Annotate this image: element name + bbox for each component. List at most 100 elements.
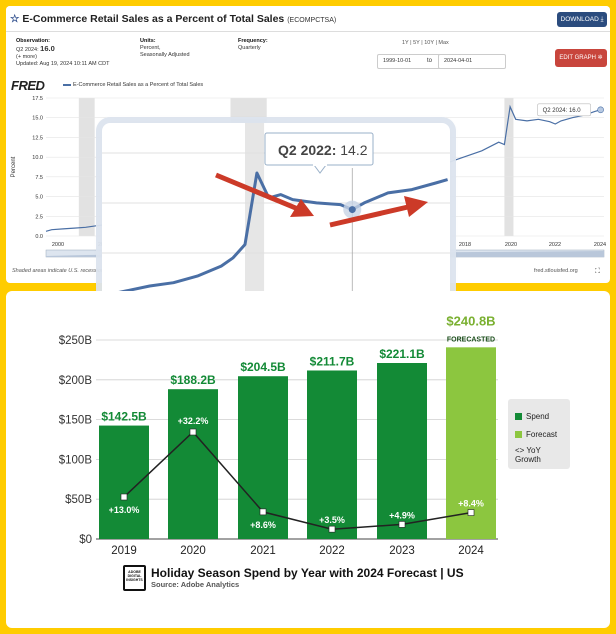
yoy-label: +3.5%: [319, 515, 345, 525]
yoy-marker: [189, 428, 197, 436]
legend-yoy: <> YoY Growth: [515, 446, 541, 464]
bar-value-label: $211.7B: [310, 354, 355, 368]
spend-swatch: [515, 413, 522, 420]
red-arrow-down: [215, 172, 299, 212]
source-site[interactable]: fred.stlouisfed.org: [534, 268, 578, 274]
hover-point: [597, 106, 604, 114]
bar-value-label: $240.8B: [446, 313, 495, 328]
recession-band: [78, 98, 95, 236]
yoy-label: +8.6%: [250, 520, 276, 530]
y-tick-label: 5.0: [35, 195, 43, 201]
frequency-label: Frequency:: [238, 38, 268, 44]
observation-period: Q2 2024:: [16, 47, 39, 53]
yoy-label: +32.2%: [178, 416, 209, 426]
download-button[interactable]: DOWNLOAD ⤓: [557, 12, 607, 27]
legend-forecast: Forecast: [515, 430, 557, 439]
bar-2024: [446, 347, 496, 539]
observation-block: Observation: Q2 2024: 16.0 (+ more) Upda…: [16, 38, 109, 68]
bar-value-label: $204.5B: [240, 360, 286, 374]
bar-2023: [377, 363, 427, 539]
hover-point: [348, 206, 356, 214]
y-tick-label: $50B: [65, 494, 92, 506]
y-tick-label: 7.5: [35, 175, 43, 181]
observation-label: Observation:: [16, 38, 50, 44]
x-tick-label: 2022: [549, 242, 561, 248]
yoy-marker: [259, 508, 267, 516]
y-tick-label: $0: [79, 534, 92, 546]
y-tick-label: $150B: [59, 415, 93, 427]
bar-2020: [168, 389, 218, 539]
red-arrowhead-down: [290, 199, 314, 217]
y-tick-label: $100B: [59, 454, 93, 466]
star-icon[interactable]: ☆: [10, 13, 20, 25]
series-title: ☆ E-Commerce Retail Sales as a Percent of…: [10, 13, 336, 25]
legend-spend-label: Spend: [526, 412, 550, 421]
zoom-line-chart: Q2 2022: 14.2: [102, 123, 450, 311]
yoy-label: +13.0%: [109, 505, 140, 515]
recession-note: Shaded areas indicate U.S. recessions.: [12, 268, 109, 274]
x-tick-label: 2024: [594, 242, 606, 248]
holiday-legend: Spend Forecast <> YoY Growth: [508, 399, 570, 469]
forecast-swatch: [515, 431, 522, 438]
x-tick-label: 2024: [458, 545, 484, 557]
edit-graph-button[interactable]: EDIT GRAPH ✲: [555, 49, 607, 67]
fullscreen-icon[interactable]: ⛶: [595, 268, 600, 275]
edit-graph-label: EDIT GRAPH: [559, 55, 596, 61]
tooltip-period: Q2 2022:: [278, 142, 340, 158]
recession-band: [504, 98, 514, 236]
holiday-title: Holiday Season Spend by Year with 2024 F…: [151, 566, 464, 580]
tooltip-value: 14.2: [340, 142, 367, 158]
yoy-label: +4.9%: [389, 510, 415, 520]
units-value: Percent,: [140, 45, 161, 51]
y-tick-label: $200B: [59, 375, 93, 387]
units-adjustment: Seasonally Adjusted: [140, 52, 190, 58]
frequency-block: Frequency: Quarterly: [238, 38, 268, 52]
series-title-text: E-Commerce Retail Sales as a Percent of …: [22, 13, 285, 25]
legend-forecast-label: Forecast: [526, 430, 558, 439]
units-block: Units: Percent, Seasonally Adjusted: [140, 38, 190, 59]
adobe-insights-logo: ADOBE DIGITAL INSIGHTS: [123, 565, 146, 591]
tooltip-text: Q2 2022: 14.2: [278, 142, 368, 158]
yoy-marker: [398, 521, 406, 528]
x-tick-label: 2023: [389, 545, 415, 557]
recession-band: [245, 123, 265, 311]
y-tick-label: $250B: [59, 335, 93, 347]
y-tick-label: 0.0: [35, 234, 43, 240]
y-tick-label: 12.5: [32, 135, 43, 141]
bar-value-label: $188.2B: [170, 373, 216, 387]
end-date-input[interactable]: 2024-04-01: [438, 54, 506, 69]
download-label: DOWNLOAD: [560, 16, 599, 23]
x-tick-label: 2021: [250, 545, 276, 557]
y-tick-label: 15.0: [32, 116, 43, 122]
series-line: [45, 104, 601, 232]
updated-text: Updated: Aug 19, 2024 10:11 AM CDT: [16, 61, 110, 67]
more-link[interactable]: (+ more): [16, 54, 37, 60]
range-buttons[interactable]: 1Y | 5Y | 10Y | Max: [402, 40, 449, 46]
tooltip-text: Q2 2024: 16.0: [543, 108, 582, 114]
y-axis-label: Percent: [11, 156, 17, 177]
zoom-inset: Q2 2022: 14.2: [102, 123, 450, 311]
legend-spend: Spend: [515, 412, 549, 421]
x-tick-label: 2019: [111, 545, 137, 557]
red-arrowhead-up: [404, 196, 428, 217]
y-tick-label: 2.5: [35, 214, 43, 220]
x-tick-label: 2018: [459, 242, 471, 248]
x-tick-label: 2022: [319, 545, 345, 557]
yoy-line: [123, 430, 472, 530]
tooltip-box: [537, 103, 591, 117]
fred-logo: FRED: [11, 78, 45, 93]
tooltip-pointer-cover: [313, 163, 327, 166]
yoy-marker: [120, 493, 128, 501]
frequency-value: Quarterly: [238, 45, 261, 51]
series-line: [102, 171, 449, 298]
forecasted-label: FORECASTED: [447, 336, 495, 343]
y-tick-label: 10.0: [32, 155, 43, 161]
yoy-marker: [467, 509, 475, 516]
gear-icon: ✲: [597, 55, 603, 61]
start-date-input[interactable]: 1999-10-01: [377, 54, 445, 69]
yoy-label: +8.4%: [458, 499, 484, 509]
bar-value-label: $142.5B: [101, 410, 147, 424]
holiday-source: Source: Adobe Analytics: [151, 580, 240, 589]
series-code: (ECOMPCTSA): [287, 17, 337, 24]
